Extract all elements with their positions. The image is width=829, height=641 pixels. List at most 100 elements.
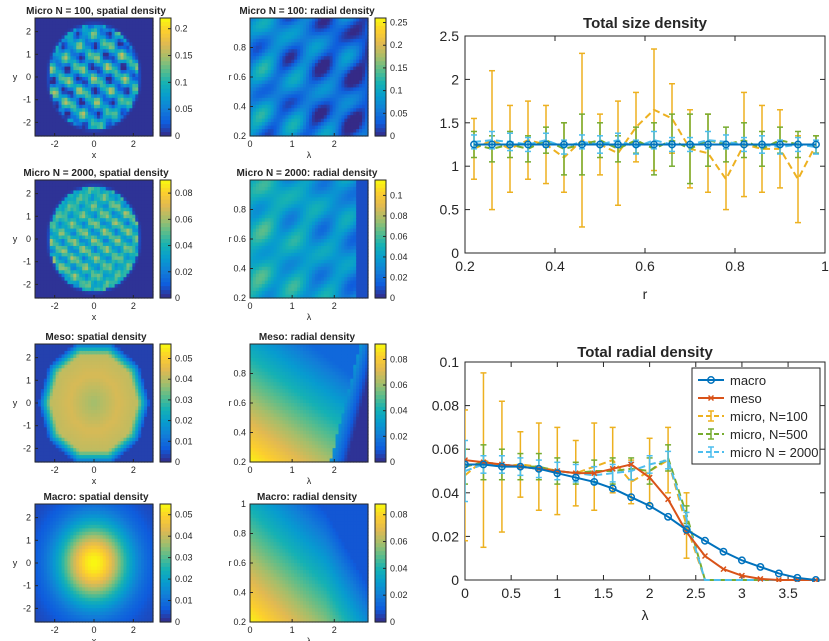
colorbar-swatch [375,77,386,82]
heatmap-cell [96,73,101,78]
heatmap-cell [279,73,284,78]
heatmap-cell [126,104,130,109]
heatmap-cell [150,56,154,61]
heatmap-cell [46,115,51,120]
heatmap-cell [147,256,151,261]
heatmap-cell [147,277,151,282]
heatmap-cell [91,273,95,278]
heatmap-cell [76,193,80,198]
heatmap-cell [105,273,110,278]
heatmap-cell [43,118,48,123]
heatmap-cell [291,111,295,116]
heatmap-cell [309,245,313,251]
heatmap-cell [250,59,254,64]
heatmap-cell [79,115,83,120]
heatmap-cell [350,24,354,30]
heatmap-cell [300,101,304,106]
heatmap-cell [85,270,89,275]
heatmap-cell [309,249,313,254]
heatmap-cell [326,66,331,71]
heatmap-cell [291,59,295,64]
heatmap-cell [144,207,148,212]
heatmap-cell [288,263,292,268]
heatmap-panel: Micro N = 100, spatial density-2 0 2210-1-… [13,6,193,160]
heatmap-cell [314,18,319,23]
heatmap-cell [279,56,284,61]
heatmap-cell [341,111,345,116]
heatmap-cell [365,49,369,54]
heatmap-cell [82,287,86,292]
colorbar-swatch [160,290,171,295]
heatmap-cell [94,108,98,113]
heatmap-cell [61,101,66,106]
heatmap-cell [347,18,351,23]
heatmap-cell [326,122,331,127]
heatmap-cell [311,21,316,26]
heatmap-cell [117,66,122,71]
heatmap-cell [255,83,260,89]
heatmap-cell [114,183,119,188]
heatmap-cell [70,263,74,268]
heatmap-cell [335,66,340,71]
heatmap-cell [267,56,272,61]
heatmap-cell [332,31,337,36]
heatmap-cell [362,24,366,30]
heatmap-cell [306,294,310,299]
heatmap-cell [111,273,116,278]
heatmap-cell [37,31,42,36]
heatmap-cell [55,294,60,299]
heatmap-cell [323,42,328,47]
colorbar-swatch [375,92,386,98]
heatmap-cell [359,83,363,89]
heatmap-cell [132,287,136,292]
heatmap-cell [297,211,301,216]
heatmap-cell [332,87,337,92]
heatmap-cell [40,228,45,233]
heatmap-cell [135,70,139,75]
heatmap-cell [120,280,125,285]
heatmap-cell [255,180,260,185]
heatmap-cell [43,270,48,275]
heatmap-cell [94,52,98,57]
heatmap-cell [85,280,89,285]
colorbar: 0.20.150.10.050 [159,17,193,141]
heatmap-cell [108,266,113,271]
heatmap-cell [323,132,328,137]
heatmap-cell [88,18,92,23]
heatmap-cell [85,24,89,30]
heatmap-cell [288,97,292,102]
heatmap-cell [82,277,86,282]
heatmap-cell [297,193,301,198]
heatmap-cell [82,118,86,123]
heatmap-cell [314,21,319,26]
heatmap-cell [82,190,86,195]
heatmap-cell [111,111,116,116]
heatmap-cell [132,277,136,282]
heatmap-cell [309,252,313,257]
heatmap-cell [323,28,328,33]
heatmap-cell [99,56,104,61]
heatmap-cell [258,232,263,237]
heatmap-cell [88,83,92,89]
heatmap-cell [311,38,316,43]
heatmap-cell [291,266,295,271]
heatmap-cell [314,83,319,89]
heatmap-cell [150,28,154,33]
heatmap-cell [273,242,278,247]
heatmap-cell [64,186,69,192]
heatmap-cell [73,83,77,89]
heatmap-cell [35,284,39,289]
heatmap-cell [96,204,101,209]
heatmap-cell [35,263,39,268]
heatmap-cell [273,186,278,192]
heatmap-cell [70,111,74,116]
heatmap-cell [123,270,128,275]
heatmap-cell [141,183,145,188]
heatmap-cell [40,259,45,264]
heatmap-cell [150,66,154,71]
heatmap-cell [76,59,80,64]
heatmap-cell [117,42,122,47]
heatmap-cell [37,38,42,43]
heatmap-cell [126,66,130,71]
heatmap-cell [82,31,86,36]
